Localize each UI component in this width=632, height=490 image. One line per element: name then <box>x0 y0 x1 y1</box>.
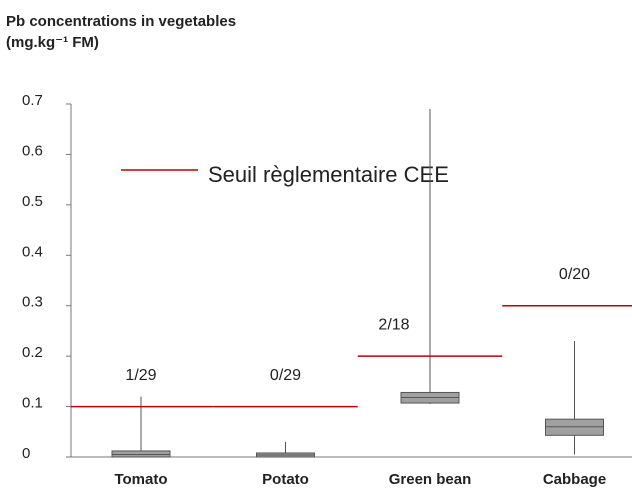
chart-title: Pb concentrations in vegetables <box>6 13 236 30</box>
x-tick-label: Cabbage <box>543 471 606 488</box>
chart-subtitle: (mg.kg⁻¹ FM) <box>6 34 99 51</box>
x-tick-label: Green bean <box>389 471 472 488</box>
legend-label: Seuil règlementaire CEE <box>208 162 449 187</box>
annotation: 0/29 <box>270 367 301 384</box>
y-tick-label: 0.3 <box>22 294 43 311</box>
x-tick-label: Tomato <box>114 471 167 488</box>
annotation: 1/29 <box>125 367 156 384</box>
y-tick-label: 0.1 <box>22 395 43 412</box>
y-tick-label: 0.2 <box>22 344 43 361</box>
y-tick-label: 0 <box>22 445 30 462</box>
y-tick-label: 0.6 <box>22 142 43 159</box>
x-tick-label: Potato <box>262 471 309 488</box>
box <box>111 450 171 458</box>
annotation: 0/20 <box>559 266 590 283</box>
y-tick-label: 0.4 <box>22 243 43 260</box>
y-tick-label: 0.5 <box>22 193 43 210</box>
box <box>545 418 604 436</box>
annotation: 2/18 <box>378 316 409 333</box>
y-tick-label: 0.7 <box>22 92 43 109</box>
